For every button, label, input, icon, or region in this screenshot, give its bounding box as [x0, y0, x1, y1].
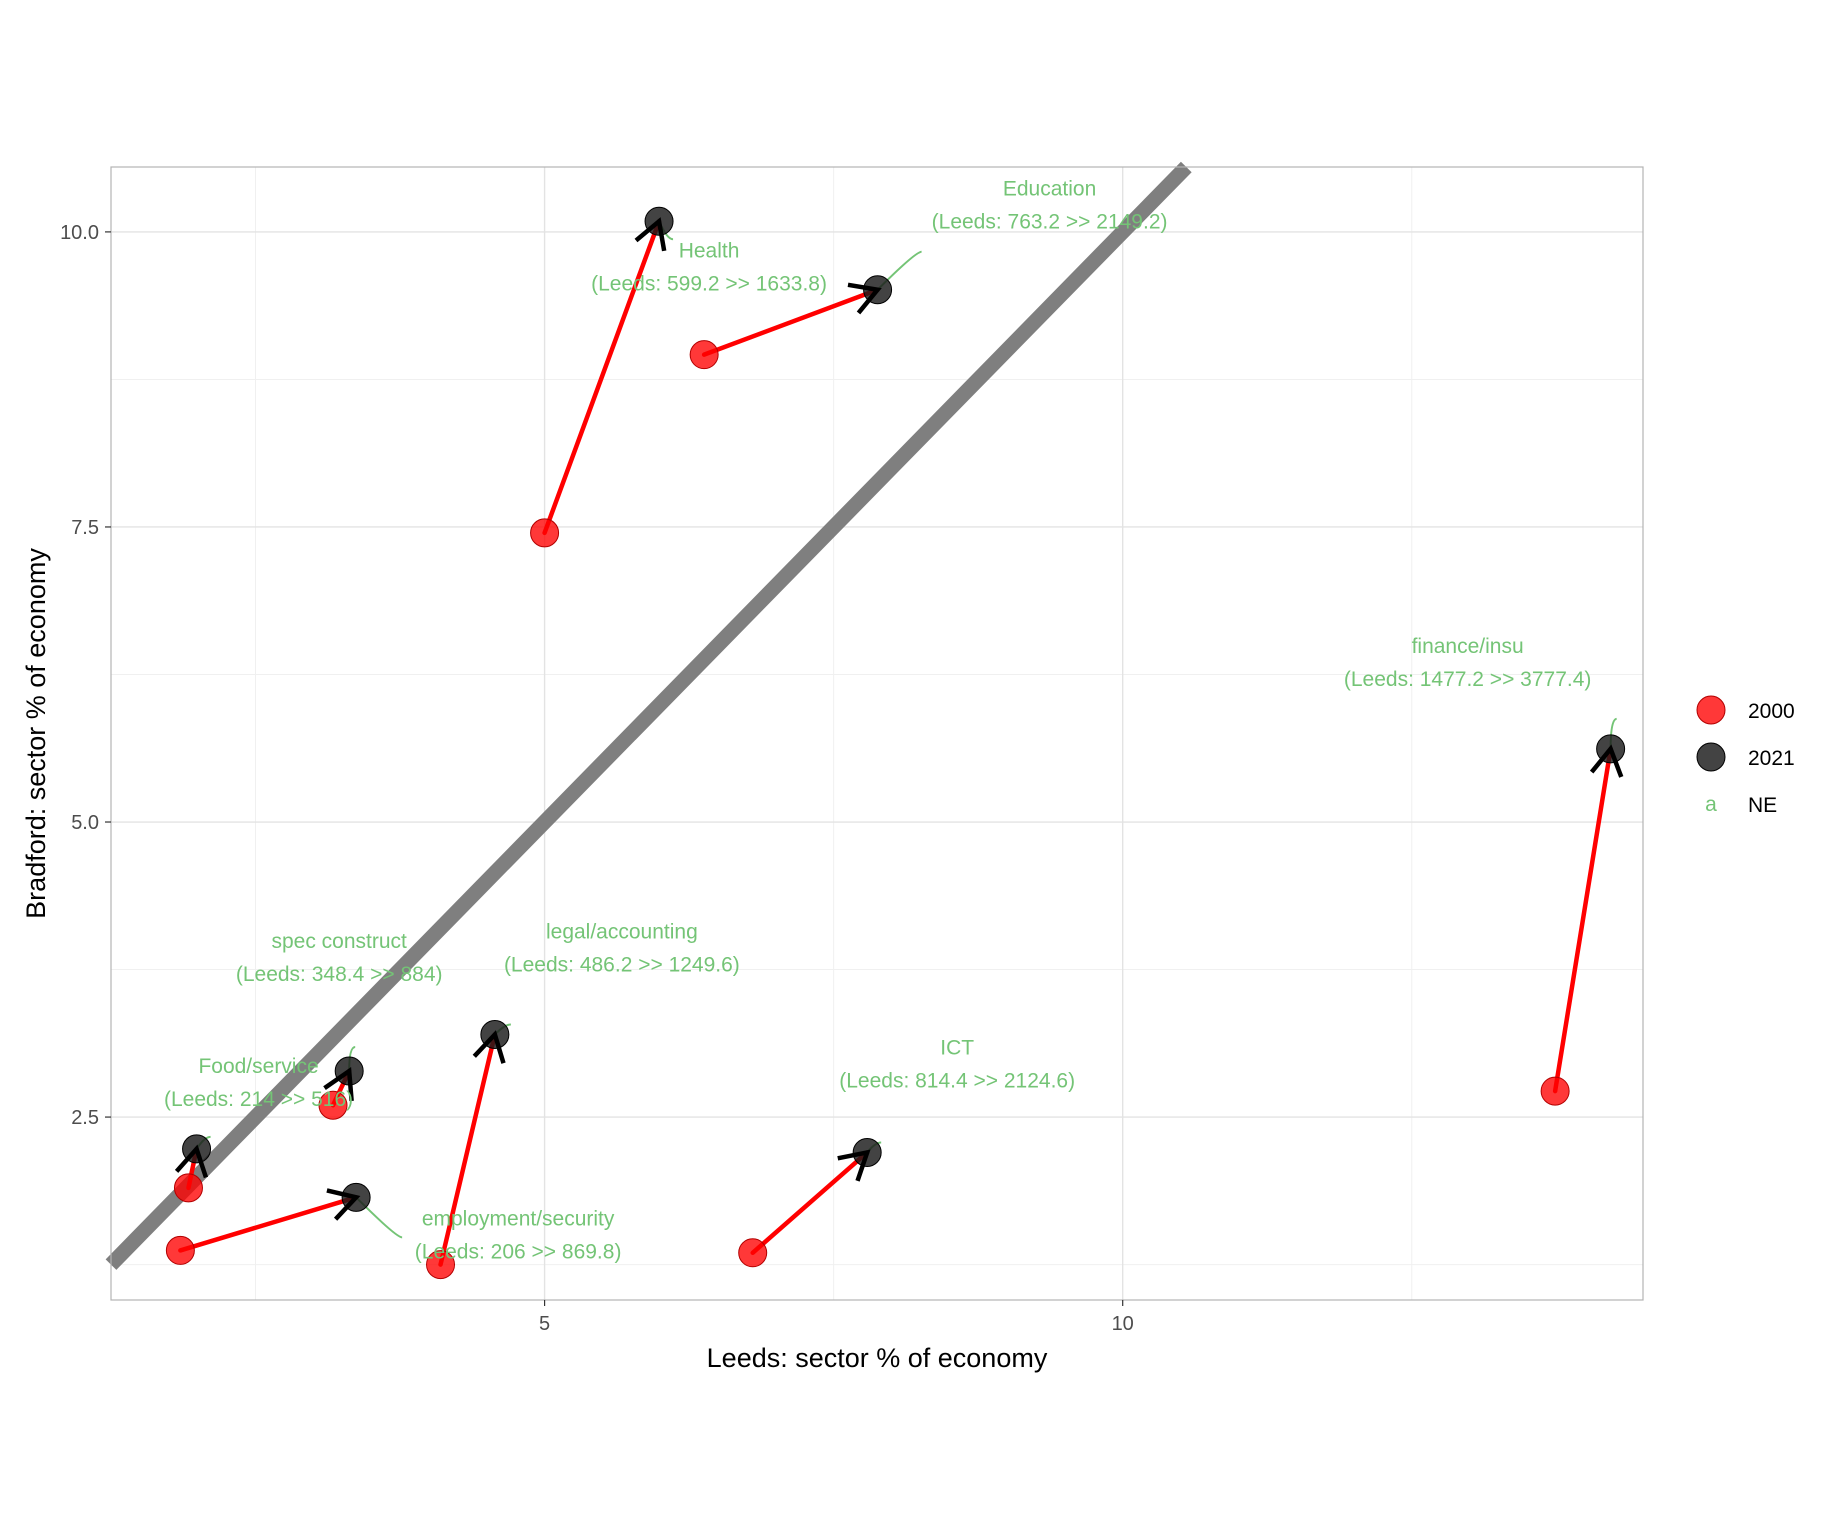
- legend-label-2000: 2000: [1748, 700, 1795, 723]
- legend-label-2021: 2021: [1748, 747, 1795, 770]
- arrowhead: [847, 282, 882, 315]
- legend-key-text: a: [1705, 793, 1717, 816]
- x-tick-label: 10: [1112, 1313, 1134, 1335]
- annotation-label-counts: (Leeds: 814.4 >> 2124.6): [839, 1069, 1075, 1092]
- annotation-label-name: legal/accounting: [546, 920, 698, 943]
- y-tick-label: 7.5: [71, 517, 99, 539]
- annotation-label-counts: (Leeds: 348.4 >> 884): [236, 963, 443, 986]
- annotation-label-counts: (Leeds: 763.2 >> 2149.2): [932, 211, 1168, 234]
- reference-line: [105, 161, 1192, 1270]
- annotation-label-counts: (Leeds: 214 >> 516): [164, 1088, 353, 1111]
- arrowhead: [837, 1149, 871, 1182]
- point-2000: [530, 518, 560, 548]
- point-2000: [689, 340, 719, 370]
- point-2000: [165, 1235, 195, 1265]
- arrowhead: [174, 1144, 209, 1179]
- legend: 2000 2021 a NE: [1696, 695, 1795, 817]
- grid: [111, 167, 1643, 1300]
- axis-ticks: 5 10 2.5 5.0 7.5 10.0: [60, 222, 1134, 1335]
- change-arrow: [750, 1150, 870, 1256]
- annotation-label-name: spec construct: [271, 930, 407, 953]
- y-tick-label: 10.0: [60, 222, 99, 244]
- y-tick-label: 5.0: [71, 812, 99, 834]
- annotation-label-counts: (Leeds: 486.2 >> 1249.6): [504, 953, 740, 976]
- annotation-label-name: finance/insu: [1412, 635, 1524, 658]
- reference-line-layer: [105, 161, 1192, 1270]
- point-2000: [318, 1090, 348, 1120]
- annotation-label-counts: (Leeds: 599.2 >> 1633.8): [591, 272, 827, 295]
- annotation-label-name: ICT: [940, 1036, 974, 1059]
- change-arrow: [438, 1032, 498, 1267]
- x-axis-title: Leeds: sector % of economy: [707, 1343, 1048, 1373]
- legend-key-2000: [1696, 695, 1726, 725]
- arrowhead: [472, 1030, 506, 1064]
- annotation-label-name: employment/security: [422, 1207, 615, 1230]
- change-arrow: [1552, 746, 1613, 1094]
- annotation-label-name: Education: [1003, 178, 1096, 201]
- annotation-label-name: Health: [679, 239, 740, 262]
- change-arrow: [178, 1195, 359, 1253]
- arrowhead-layer: [174, 217, 1624, 1221]
- legend-key-2021: [1696, 742, 1726, 772]
- point-2000: [1540, 1076, 1570, 1106]
- annotation-layer: Health (Leeds: 599.2 >> 1633.8) Education (…: [164, 178, 1591, 1264]
- change-arrow: [542, 219, 662, 536]
- point-2000: [738, 1238, 768, 1268]
- y-axis-title: Bradford: sector % of economy: [21, 548, 51, 919]
- annotation-label-name: Food/service: [198, 1055, 318, 1078]
- arrowhead: [634, 217, 667, 252]
- arrowhead: [326, 1188, 361, 1221]
- point-2000: [173, 1173, 203, 1203]
- y-tick-label: 2.5: [71, 1107, 99, 1129]
- change-arrow: [701, 287, 880, 357]
- arrowhead: [1589, 744, 1624, 778]
- legend-label-NE: NE: [1748, 794, 1777, 817]
- arrowhead: [323, 1066, 354, 1102]
- point-2000: [426, 1250, 456, 1280]
- annotation-label-counts: (Leeds: 1477.2 >> 3777.4): [1344, 668, 1592, 691]
- panel-border: [110, 166, 1644, 1301]
- annotation-label-counts: (Leeds: 206 >> 869.8): [415, 1240, 622, 1263]
- x-tick-label: 5: [539, 1313, 550, 1335]
